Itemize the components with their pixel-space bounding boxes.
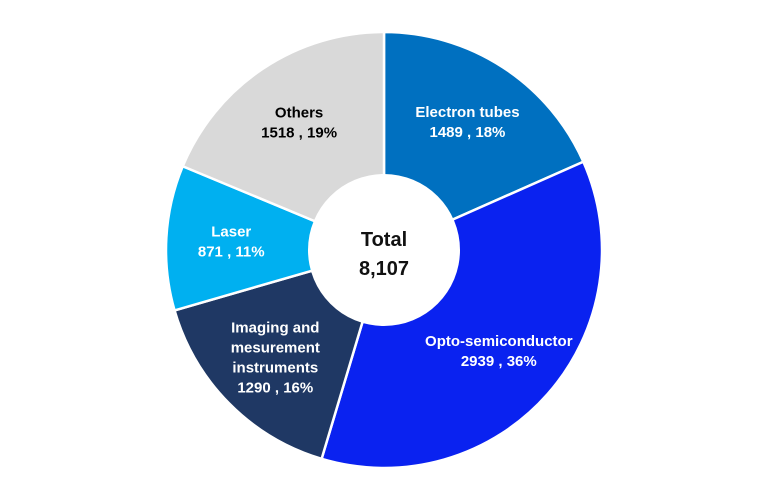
center-title: Total xyxy=(361,229,407,251)
slice-value-text: 1489 , 18% xyxy=(430,124,506,141)
slice-laser xyxy=(164,164,388,312)
labels-layer: Electron tubes 1489 , 18% Opto-semiconduct… xyxy=(198,104,573,397)
center-hole xyxy=(308,174,460,326)
slice-value-text: 1290 , 16% xyxy=(237,380,313,397)
slice-value-text: 871 , 11% xyxy=(198,243,265,260)
slice-label-others: Others 1518 , 19% xyxy=(261,105,337,142)
slice-opto-semiconductor xyxy=(320,160,604,470)
slice-name-line: Others xyxy=(275,105,323,122)
center-total: 8,107 xyxy=(359,258,409,280)
slice-name-line: Opto-semiconductor xyxy=(425,333,573,350)
slice-label-electron-tubes: Electron tubes 1489 , 18% xyxy=(415,104,519,141)
slice-name-line: mesurement xyxy=(231,340,320,357)
slice-name-line: Imaging and xyxy=(231,320,319,337)
slice-label-laser: Laser 871 , 11% xyxy=(198,223,265,260)
slice-name-line: instruments xyxy=(232,360,318,377)
slice-label-opto-semiconductor: Opto-semiconductor 2939 , 36% xyxy=(425,333,573,370)
slice-label-imaging-and-mesurement-instruments: Imaging and mesurement instruments 1290 , 1… xyxy=(231,320,320,397)
slice-name-line: Laser xyxy=(211,223,251,240)
slice-value-text: 2939 , 36% xyxy=(461,353,537,370)
slice-value-text: 1518 , 19% xyxy=(261,125,337,142)
slice-name-line: Electron tubes xyxy=(415,104,519,121)
